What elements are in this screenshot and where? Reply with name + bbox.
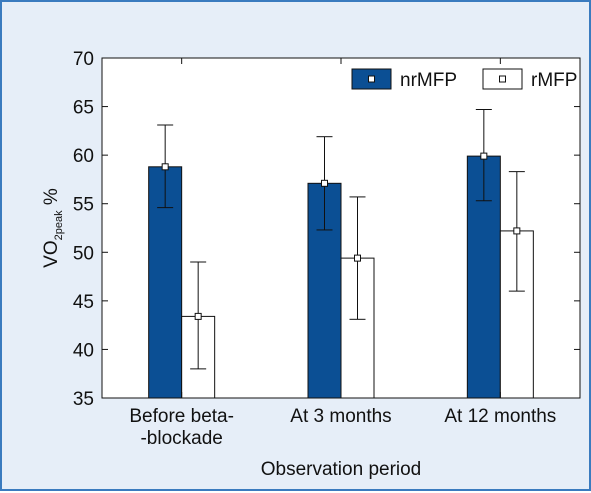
y-tick-label: 50 — [73, 243, 94, 264]
legend-marker-rMFP — [499, 75, 506, 83]
x-axis-label: Observation period — [261, 459, 422, 480]
legend-label-nrMFP: nrMFP — [400, 70, 457, 91]
mean-marker — [480, 152, 488, 160]
y-label-subscript: 2peak — [53, 210, 65, 240]
x-tick-label-line: At 12 months — [444, 406, 556, 427]
mean-marker — [513, 227, 521, 235]
bar-group — [148, 124, 216, 399]
y-tick-label: 35 — [73, 389, 94, 410]
legend-label-rMFP: rMFP — [531, 70, 577, 91]
x-axis: Before beta--blockade At 3 months At 12 mo… — [129, 58, 556, 449]
y-tick-label: 45 — [73, 292, 94, 313]
bars — [148, 108, 534, 399]
y-tick-label: 55 — [73, 195, 94, 216]
y-label-unit: % — [41, 188, 62, 210]
y-tick-label: 70 — [73, 49, 94, 70]
legend-marker-nrMFP — [368, 75, 375, 83]
x-tick-label: At 3 months — [290, 406, 391, 427]
y-tick-label: 65 — [73, 98, 94, 119]
y-tick-label: 40 — [73, 340, 94, 361]
bar-group — [307, 136, 375, 399]
x-tick-label-line: -blockade — [140, 428, 222, 449]
y-axis: 35 40 45 50 55 60 65 70 — [73, 49, 580, 410]
x-tick-label: Before beta--blockade — [129, 406, 234, 449]
legend: nrMFP rMFP — [351, 68, 577, 91]
y-tick-label: 60 — [73, 146, 94, 167]
y-axis-label: VO2peak % — [41, 188, 65, 268]
bar-group — [466, 108, 534, 399]
mean-marker — [161, 163, 169, 171]
mean-marker — [354, 254, 361, 262]
mean-marker — [194, 312, 202, 320]
x-tick-label-line: Before beta- — [129, 406, 234, 427]
x-tick-label-line: At 3 months — [290, 406, 391, 427]
y-label-base: VO — [41, 240, 62, 267]
mean-marker — [321, 179, 328, 187]
x-tick-label: At 12 months — [444, 406, 556, 427]
